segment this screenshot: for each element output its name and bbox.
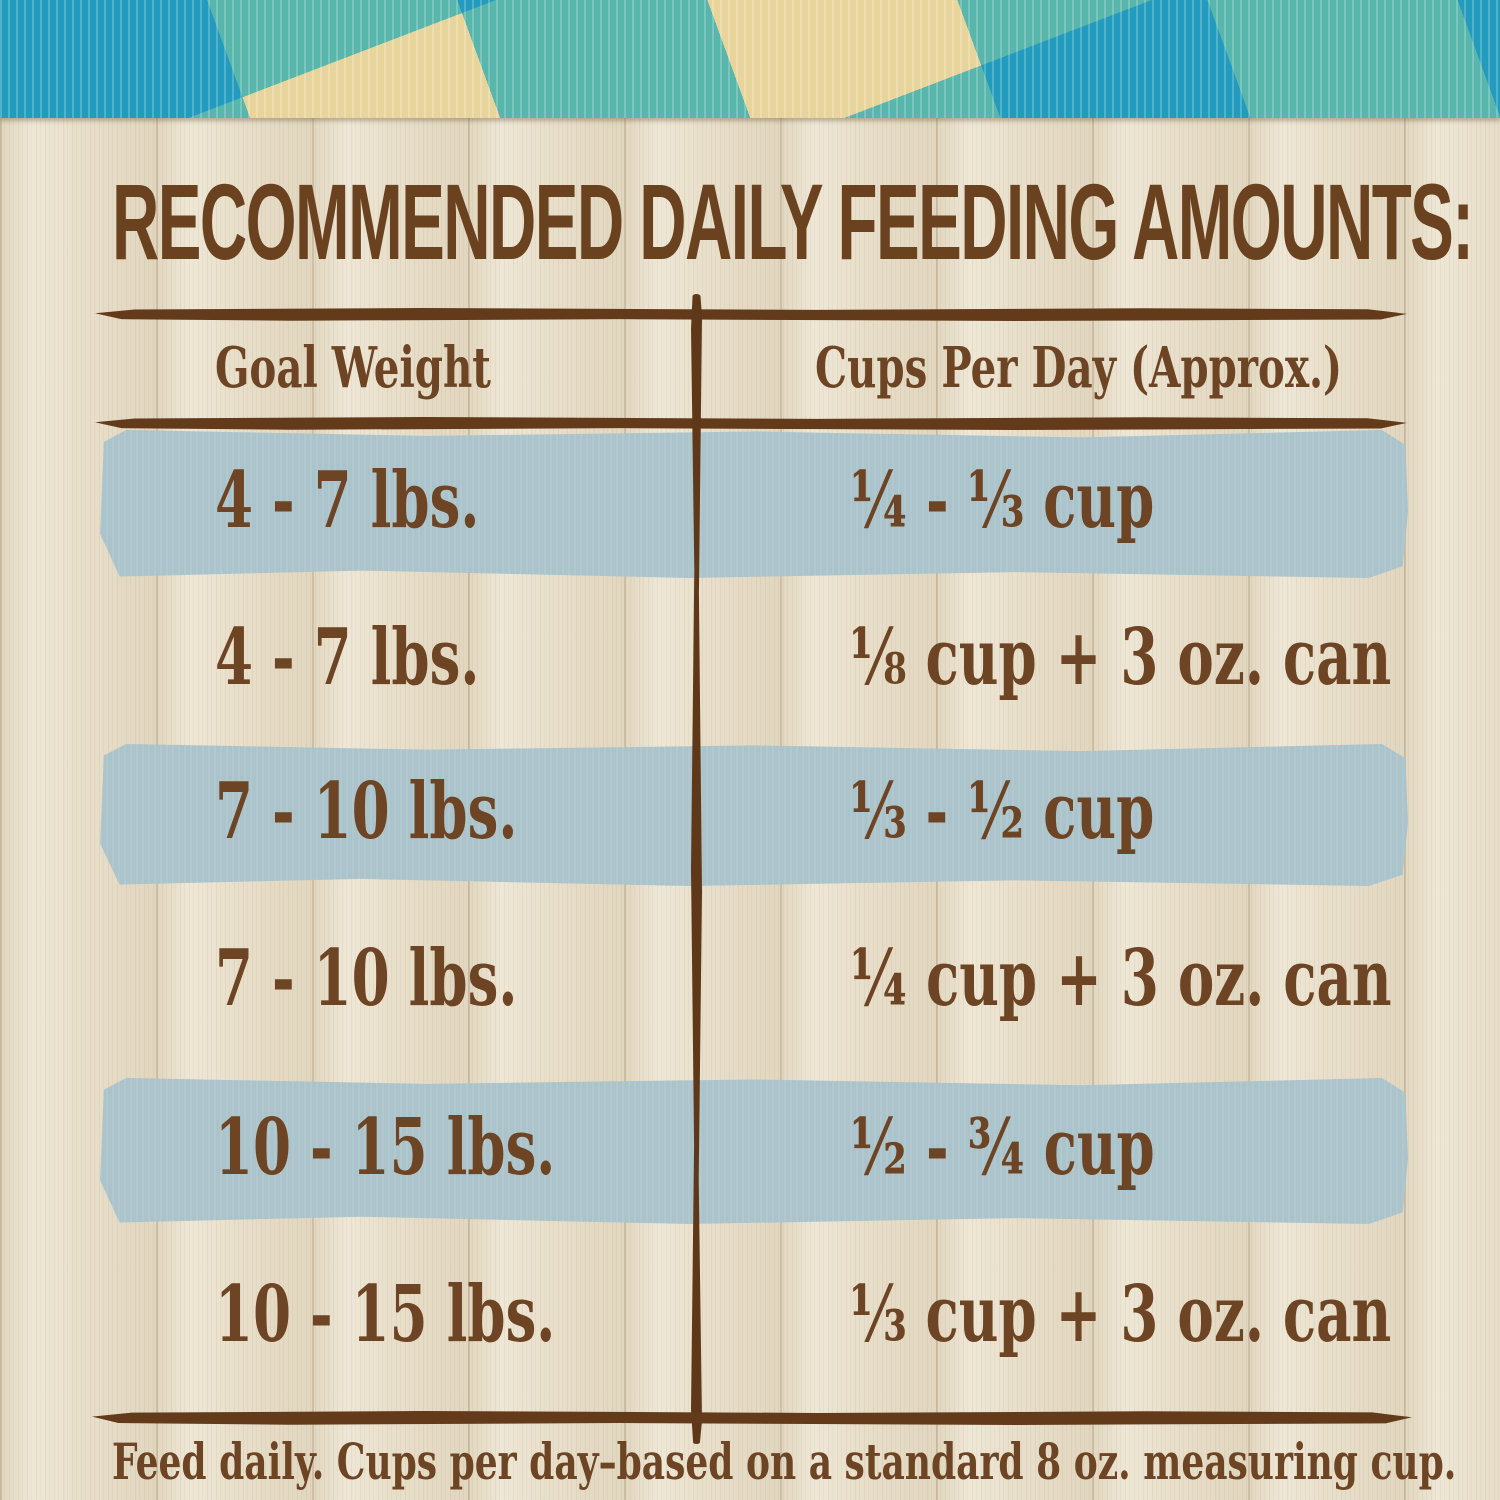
row-highlight-stripe [100, 430, 1408, 578]
table-row: 10 - 15 lbs. ⅓ cup + 3 oz. can [0, 1224, 1500, 1412]
column-header-goal-weight: Goal Weight [215, 334, 491, 401]
table-top-rule [95, 308, 1407, 321]
row-highlight-stripe [100, 744, 1408, 886]
table-row: 4 - 7 lbs. ⅛ cup + 3 oz. can [0, 578, 1500, 744]
goal-weight-value: 4 - 7 lbs. [215, 611, 480, 703]
table-column-divider [691, 294, 702, 1444]
cups-per-day-value: ⅓ cup + 3 oz. can [850, 1268, 1392, 1360]
footnote-text: Feed daily. Cups per day–based on a stan… [112, 1432, 1457, 1491]
row-highlight-stripe [100, 1078, 1408, 1224]
cups-per-day-value: ⅓ - ½ cup [850, 765, 1155, 857]
table-header-row: Goal Weight Cups Per Day (Approx.) [0, 321, 1500, 417]
goal-weight-value: 7 - 10 lbs. [215, 932, 518, 1024]
goal-weight-value: 7 - 10 lbs. [215, 765, 518, 857]
gingham-pattern-band [0, 0, 1500, 118]
table-row: 10 - 15 lbs. ½ - ¾ cup [0, 1078, 1500, 1224]
goal-weight-value: 4 - 7 lbs. [215, 454, 480, 546]
table-header-rule [95, 417, 1407, 430]
cups-per-day-value: ½ - ¾ cup [850, 1101, 1155, 1193]
cups-per-day-value: ⅛ cup + 3 oz. can [850, 611, 1392, 703]
cups-per-day-value: ¼ cup + 3 oz. can [850, 932, 1392, 1024]
goal-weight-value: 10 - 15 lbs. [215, 1268, 556, 1360]
cups-per-day-value: ¼ - ⅓ cup [850, 454, 1155, 546]
table-row: 4 - 7 lbs. ¼ - ⅓ cup [0, 430, 1500, 578]
table-bottom-rule [92, 1411, 1412, 1425]
table-row: 7 - 10 lbs. ⅓ - ½ cup [0, 744, 1500, 886]
page-title: RECOMMENDED DAILY FEEDING AMOUNTS: [112, 161, 1474, 282]
goal-weight-value: 10 - 15 lbs. [215, 1101, 556, 1193]
table-row: 7 - 10 lbs. ¼ cup + 3 oz. can [0, 886, 1500, 1078]
column-header-cups-per-day: Cups Per Day (Approx.) [815, 334, 1343, 401]
